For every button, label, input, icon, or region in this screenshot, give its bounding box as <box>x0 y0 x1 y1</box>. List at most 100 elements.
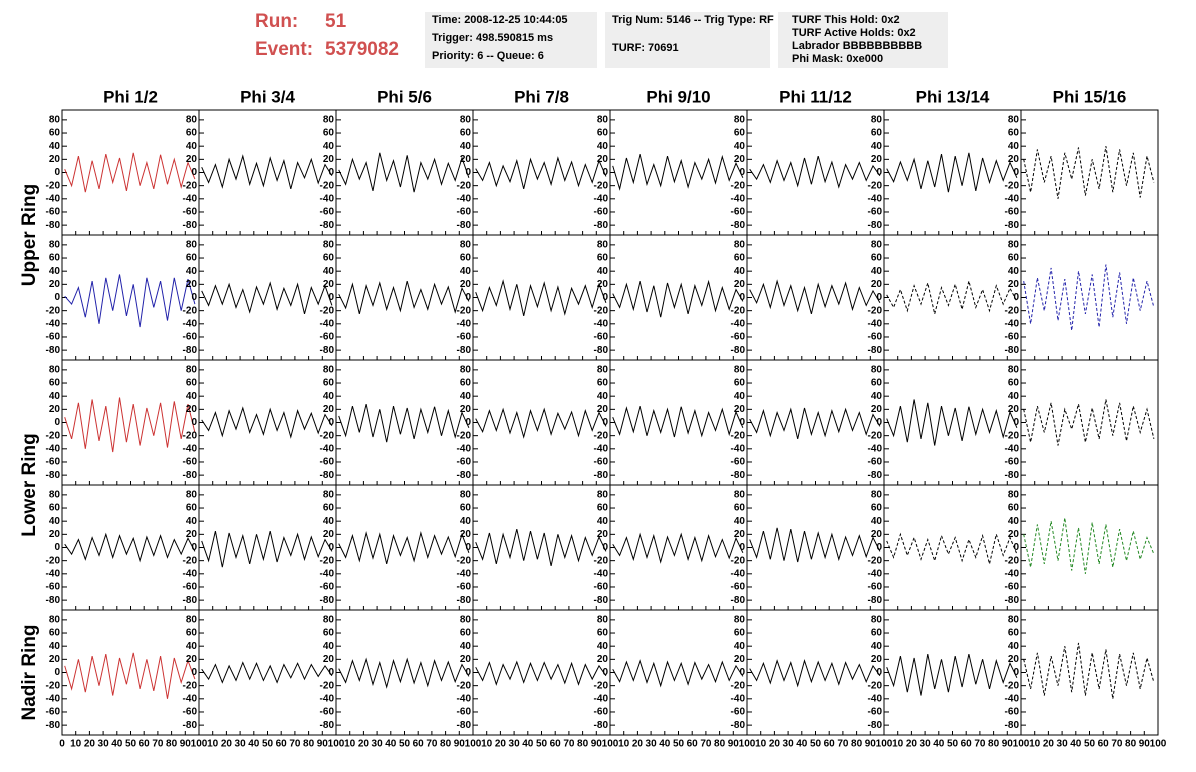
y-tick-label: 80 <box>1008 240 1020 251</box>
y-tick-label: -80 <box>183 720 198 731</box>
y-tick-label: 80 <box>460 115 472 126</box>
x-tick-label: 10 <box>70 739 82 750</box>
y-tick-label: -40 <box>320 443 335 454</box>
y-tick-label: -40 <box>594 318 609 329</box>
x-tick-label: 80 <box>1125 739 1137 750</box>
y-tick-label: -80 <box>46 470 61 481</box>
y-tick-label: -80 <box>868 220 883 231</box>
y-tick-label: -80 <box>731 470 746 481</box>
y-tick-label: 20 <box>597 404 609 415</box>
y-tick-label: 40 <box>460 516 472 527</box>
y-tick-label: 20 <box>186 529 198 540</box>
y-tick-label: -20 <box>183 680 198 691</box>
y-tick-label: -20 <box>594 555 609 566</box>
y-tick-label: 40 <box>49 141 61 152</box>
waveform <box>749 279 881 315</box>
y-tick-label: 20 <box>49 279 61 290</box>
y-tick-label: 0 <box>191 292 197 303</box>
y-tick-label: 20 <box>460 154 472 165</box>
event-number: 5379082 <box>325 39 399 60</box>
y-tick-label: 0 <box>876 667 882 678</box>
y-tick-label: -40 <box>1005 193 1020 204</box>
y-tick-label: 60 <box>49 628 61 639</box>
y-tick-label: 0 <box>465 667 471 678</box>
y-tick-label: -80 <box>1005 595 1020 606</box>
y-tick-label: -20 <box>1005 555 1020 566</box>
y-tick-label: -80 <box>868 595 883 606</box>
y-tick-label: 60 <box>871 503 883 514</box>
y-tick-label: -80 <box>868 345 883 356</box>
y-tick-label: -40 <box>1005 568 1020 579</box>
y-tick-label: 60 <box>460 378 472 389</box>
y-tick-label: 60 <box>460 503 472 514</box>
panel-frame <box>198 359 337 486</box>
x-tick-label: 50 <box>947 739 959 750</box>
waveform <box>64 152 196 193</box>
y-tick-label: 40 <box>49 391 61 402</box>
info-box <box>425 12 597 68</box>
y-tick-label: -20 <box>594 180 609 191</box>
y-tick-label: 20 <box>734 279 746 290</box>
y-tick-label: -60 <box>731 332 746 343</box>
y-tick-label: -60 <box>183 207 198 218</box>
y-tick-label: -80 <box>457 595 472 606</box>
y-tick-label: 60 <box>734 628 746 639</box>
y-tick-label: 80 <box>186 615 198 626</box>
x-tick-label: 50 <box>262 739 274 750</box>
y-tick-label: -40 <box>731 318 746 329</box>
y-tick-label: -20 <box>457 305 472 316</box>
y-tick-label: -60 <box>731 207 746 218</box>
y-tick-label: 40 <box>597 141 609 152</box>
y-tick-label: -20 <box>457 555 472 566</box>
y-tick-label: -40 <box>46 193 61 204</box>
info-box <box>605 12 770 68</box>
y-tick-label: -80 <box>457 220 472 231</box>
y-tick-label: -40 <box>731 193 746 204</box>
y-tick-label: -80 <box>183 345 198 356</box>
y-tick-label: 20 <box>871 154 883 165</box>
y-tick-label: -60 <box>457 457 472 468</box>
y-tick-label: -40 <box>457 193 472 204</box>
y-tick-label: 80 <box>597 490 609 501</box>
y-tick-label: 20 <box>597 279 609 290</box>
x-tick-label: 60 <box>550 739 562 750</box>
y-tick-label: -80 <box>183 595 198 606</box>
y-tick-label: -80 <box>594 345 609 356</box>
y-tick-label: -40 <box>457 693 472 704</box>
y-tick-label: -80 <box>731 720 746 731</box>
y-tick-label: 40 <box>871 141 883 152</box>
x-tick-label: 100 <box>739 739 756 750</box>
x-tick-label: 50 <box>810 739 822 750</box>
y-tick-label: 40 <box>460 391 472 402</box>
y-tick-label: 20 <box>186 279 198 290</box>
row-label: Lower Ring <box>19 433 40 536</box>
y-tick-label: -40 <box>320 193 335 204</box>
y-tick-label: 80 <box>871 615 883 626</box>
y-tick-label: 20 <box>460 279 472 290</box>
info-text: Trig Num: 5146 -- Trig Type: RF <box>612 14 774 26</box>
y-tick-label: -60 <box>183 457 198 468</box>
waveform <box>612 659 744 688</box>
y-tick-label: 0 <box>739 417 745 428</box>
y-tick-label: -60 <box>457 332 472 343</box>
x-tick-label: 70 <box>563 739 575 750</box>
x-tick-label: 20 <box>495 739 507 750</box>
y-tick-label: -40 <box>1005 693 1020 704</box>
waveform <box>475 528 607 567</box>
y-tick-label: -40 <box>46 443 61 454</box>
y-tick-label: -40 <box>868 193 883 204</box>
y-tick-label: -20 <box>731 680 746 691</box>
y-tick-label: -40 <box>183 443 198 454</box>
y-tick-label: 40 <box>597 641 609 652</box>
waveform <box>338 403 470 443</box>
y-tick-label: -40 <box>320 318 335 329</box>
y-tick-label: 0 <box>54 542 60 553</box>
y-tick-label: 20 <box>323 154 335 165</box>
y-tick-label: -20 <box>594 680 609 691</box>
y-tick-label: 20 <box>186 154 198 165</box>
y-tick-label: 60 <box>597 628 609 639</box>
x-tick-label: 70 <box>837 739 849 750</box>
y-tick-label: 0 <box>465 417 471 428</box>
y-tick-label: 40 <box>871 516 883 527</box>
